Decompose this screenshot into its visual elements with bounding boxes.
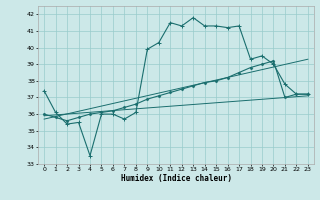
X-axis label: Humidex (Indice chaleur): Humidex (Indice chaleur) (121, 174, 231, 183)
